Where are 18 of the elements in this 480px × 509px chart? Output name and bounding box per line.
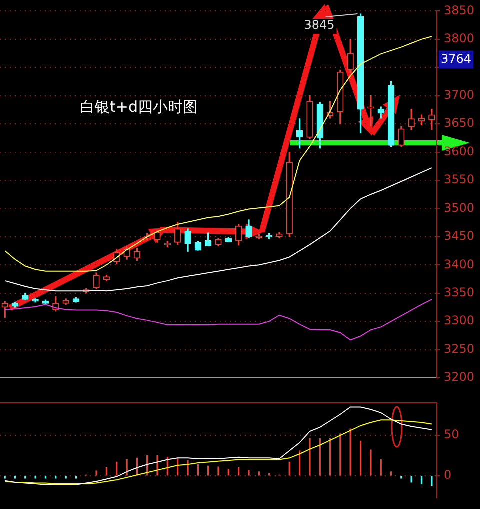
y-tick-label: 50 [444,428,460,442]
y-tick-label: 3400 [444,257,475,272]
annotation: 3845 [304,18,335,32]
y-tick-label: 3350 [444,285,475,300]
y-tick-label: 3300 [444,314,475,328]
y-tick-label: 3500 [444,200,475,215]
annotation: 3764 [441,52,472,66]
y-tick-label: 3550 [444,172,475,187]
y-tick-label: 0 [444,468,452,482]
y-tick-label: 3850 [444,3,475,18]
y-tick-label: 3200 [444,370,475,384]
y-tick-label: 3450 [444,229,475,244]
y-tick-label: 3600 [444,144,475,158]
y-tick-label: 3800 [444,32,475,46]
text: 白银t+d四小时图 [80,98,198,117]
y-tick-label: 3250 [444,342,475,356]
y-tick-label: 3700 [444,88,475,102]
y-tick-label: 3650 [444,116,475,130]
